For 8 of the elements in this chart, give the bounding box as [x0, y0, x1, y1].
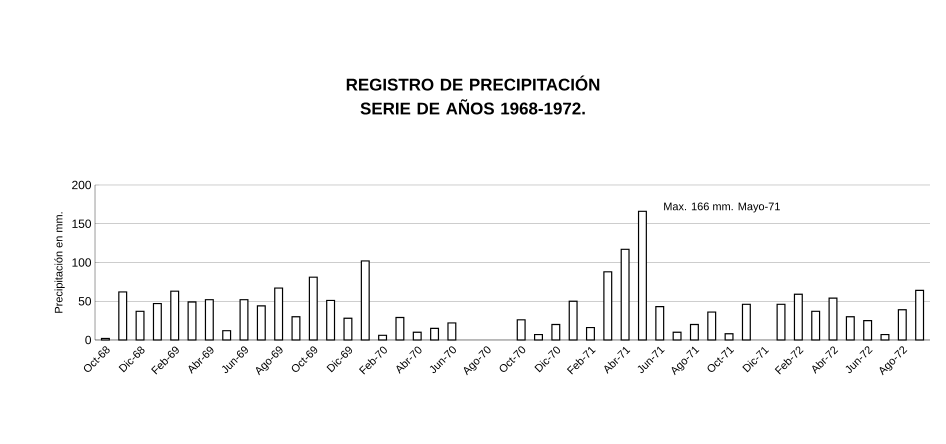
chart-title: REGISTRO DE PRECIPITACIÓN SERIE DE AÑOS 1968-1972. [346, 75, 600, 115]
y-tick-label: 50 [78, 297, 92, 306]
y-tick-label: 100 [72, 258, 92, 267]
y-axis-title: Precipitación en mm. [54, 212, 65, 313]
annotation: Max. 166 mm. Mayo-71 [664, 202, 780, 212]
y-tick-label: 150 [72, 220, 92, 228]
y-tick-label: 0 [85, 336, 92, 344]
y-tick-label: 200 [72, 180, 92, 190]
